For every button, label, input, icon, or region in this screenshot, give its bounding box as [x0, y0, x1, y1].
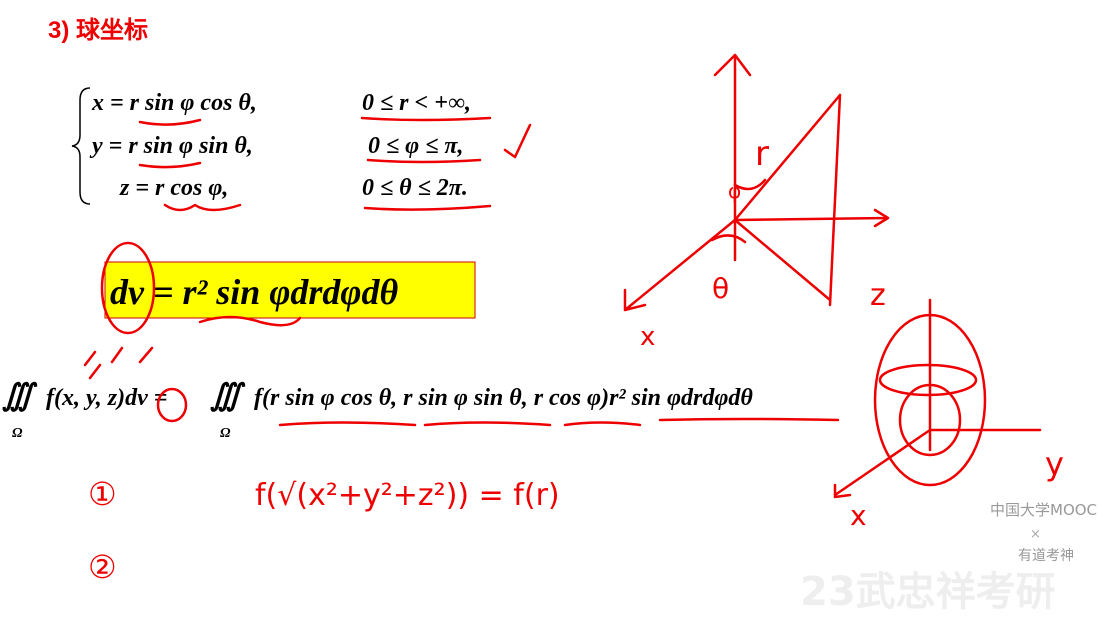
integral-sign: ∭: [2, 379, 38, 412]
integral-lhs: f(x, y, z)dv =: [46, 385, 167, 411]
handwritten-label: y: [1045, 445, 1064, 483]
watermark: 中国大学MOOC: [990, 501, 1097, 519]
equation: y = r sin φ sin θ,: [89, 133, 253, 159]
integral-domain: Ω: [220, 426, 231, 441]
handwritten-label: x: [640, 322, 655, 352]
brace: [71, 87, 91, 205]
handwritten-label: x: [850, 499, 867, 532]
integral-domain: Ω: [12, 426, 23, 441]
watermark: ×: [1030, 527, 1041, 542]
handwritten-label: z: [870, 278, 886, 313]
volume-element: dv = r² sin φdrdφdθ: [110, 272, 398, 312]
equation: x = r sin φ cos θ,: [91, 90, 257, 116]
watermark: 有道考神: [1018, 548, 1074, 564]
step-marker: ②: [88, 548, 117, 586]
step-marker: ①: [88, 475, 117, 513]
handwritten-label: r: [755, 134, 769, 174]
handwritten-label: θ: [712, 272, 729, 305]
handwritten-formula: f(√(x²+y²+z²)) = f(r): [255, 478, 560, 513]
integral-rhs: f(r sin φ cos θ, r sin φ sin θ, r cos φ)…: [254, 385, 753, 411]
watermark: 23武忠祥考研: [800, 569, 1056, 615]
integral-sign: ∭: [210, 379, 246, 412]
title: 3) 球坐标: [48, 17, 148, 44]
range: 0 ≤ θ ≤ 2π.: [362, 175, 468, 201]
highlight-box: [104, 261, 476, 319]
handwriting: [83, 53, 1042, 499]
equation: z = r cos φ,: [119, 175, 228, 201]
range: 0 ≤ φ ≤ π,: [368, 133, 463, 159]
range: 0 ≤ r < +∞,: [362, 90, 471, 116]
handwritten-label: φ: [728, 179, 741, 203]
